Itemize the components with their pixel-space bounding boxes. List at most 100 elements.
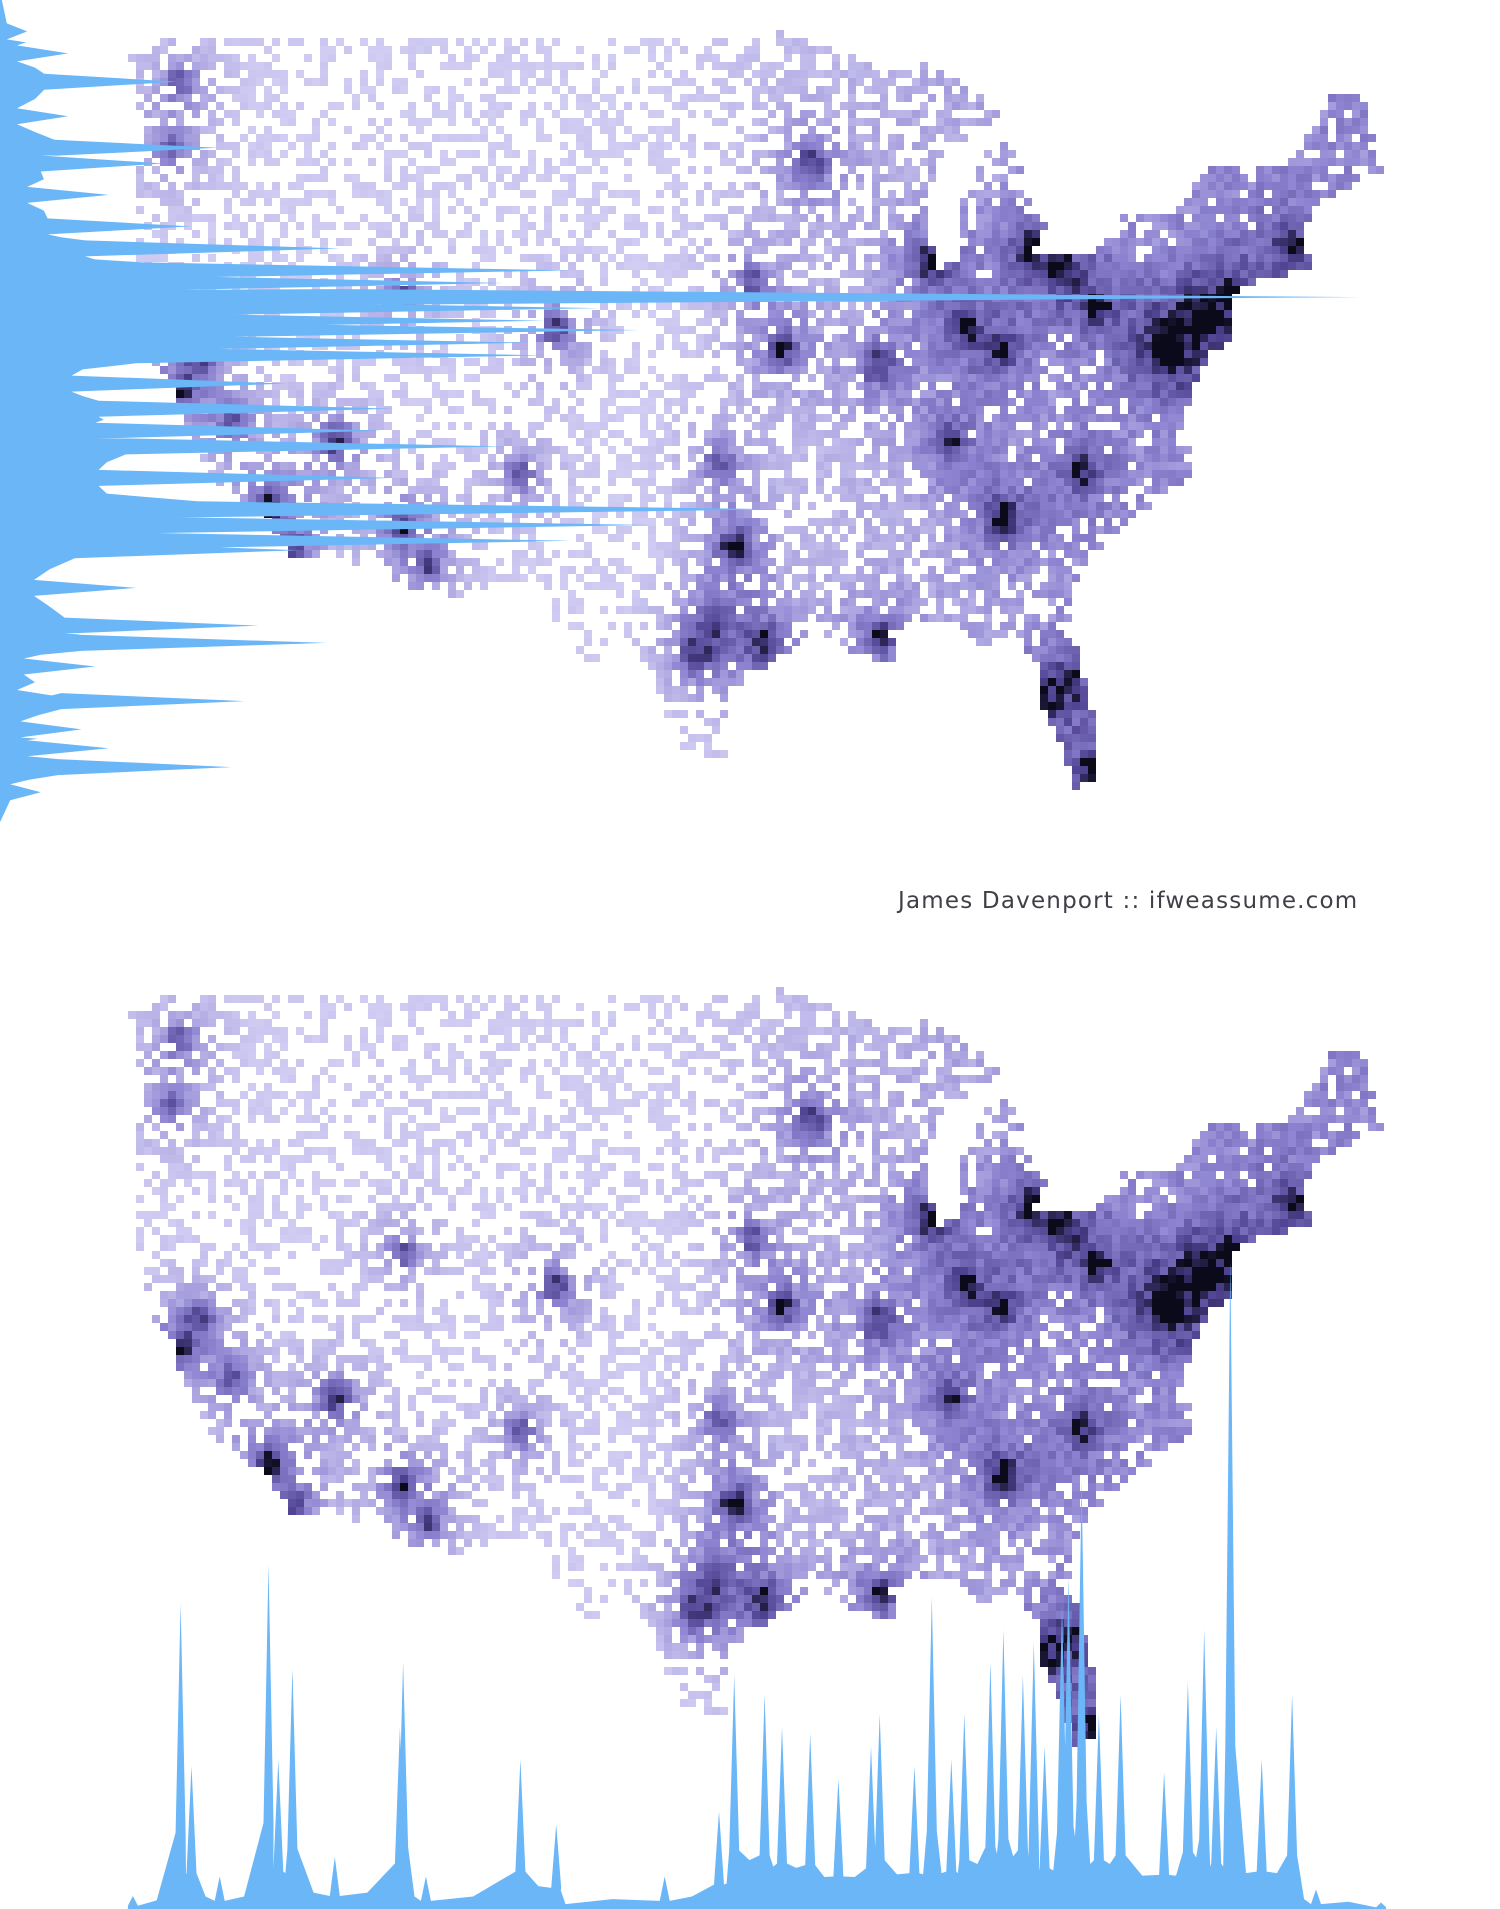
top-map-cell — [848, 446, 856, 454]
top-map-cell — [272, 70, 280, 78]
top-map-cell — [904, 198, 912, 206]
top-map-cell — [1080, 510, 1088, 518]
top-map-cell — [632, 350, 640, 358]
top-map-cell — [1048, 254, 1056, 262]
top-map-cell — [1064, 462, 1072, 470]
top-map-cell — [816, 94, 824, 102]
top-map-cell — [1064, 454, 1072, 462]
top-map-cell — [384, 190, 392, 198]
top-map-cell — [608, 150, 616, 158]
top-map-cell — [1000, 246, 1008, 254]
top-map-cell — [392, 78, 400, 86]
top-map-cell — [1088, 342, 1096, 350]
top-map-cell — [944, 318, 952, 326]
top-map-cell — [560, 286, 568, 294]
top-map-cell — [288, 422, 296, 430]
top-map-cell — [1112, 382, 1120, 390]
top-map-cell — [1128, 422, 1136, 430]
top-map-cell — [904, 398, 912, 406]
top-map-cell — [1072, 526, 1080, 534]
top-map-cell — [1288, 198, 1296, 206]
top-map-cell — [704, 454, 712, 462]
top-map-cell — [912, 166, 920, 174]
top-map-cell — [216, 142, 224, 150]
top-map-cell — [728, 478, 736, 486]
top-map-cell — [352, 142, 360, 150]
top-map-cell — [920, 454, 928, 462]
top-map-cell — [160, 94, 168, 102]
top-map-cell — [808, 534, 816, 542]
top-map-cell — [608, 430, 616, 438]
top-map-cell — [696, 478, 704, 486]
top-map-cell — [840, 446, 848, 454]
top-map-cell — [1016, 214, 1024, 222]
top-map-cell — [760, 414, 768, 422]
top-map-cell — [128, 54, 136, 62]
top-map-cell — [464, 510, 472, 518]
top-map-cell — [1160, 278, 1168, 286]
top-map-cell — [800, 390, 808, 398]
top-map-cell — [1160, 446, 1168, 454]
top-map-cell — [328, 390, 336, 398]
top-map-cell — [776, 214, 784, 222]
top-map-cell — [616, 262, 624, 270]
top-map-cell — [432, 470, 440, 478]
top-map-cell — [880, 254, 888, 262]
top-map-cell — [992, 302, 1000, 310]
top-map-cell — [824, 110, 832, 118]
top-map-cell — [512, 438, 520, 446]
top-map-cell — [864, 334, 872, 342]
top-map-cell — [936, 406, 944, 414]
top-map-cell — [664, 518, 672, 526]
top-map-cell — [1136, 358, 1144, 366]
top-map-cell — [1184, 350, 1192, 358]
top-map-cell — [664, 550, 672, 558]
top-map-cell — [600, 414, 608, 422]
top-map-cell — [992, 478, 1000, 486]
top-map-cell — [1168, 342, 1176, 350]
top-map-cell — [208, 94, 216, 102]
top-map-cell — [1160, 382, 1168, 390]
top-map-cell — [1296, 238, 1304, 246]
top-map-cell — [528, 470, 536, 478]
top-map-cell — [232, 422, 240, 430]
top-map-cell — [240, 78, 248, 86]
top-map-cell — [808, 422, 816, 430]
top-map-cell — [784, 142, 792, 150]
top-map-cell — [384, 46, 392, 54]
top-map-cell — [280, 486, 288, 494]
top-map-cell — [672, 462, 680, 470]
top-map-cell — [1096, 526, 1104, 534]
top-map-cell — [1152, 430, 1160, 438]
top-map-cell — [536, 382, 544, 390]
top-map-cell — [152, 70, 160, 78]
top-map-cell — [320, 174, 328, 182]
top-map-cell — [1144, 326, 1152, 334]
top-map-cell — [1056, 518, 1064, 526]
top-map-cell — [992, 438, 1000, 446]
top-map-cell — [328, 430, 336, 438]
top-map-cell — [760, 462, 768, 470]
top-map-cell — [1104, 366, 1112, 374]
top-map-cell — [1192, 278, 1200, 286]
top-map-cell — [968, 374, 976, 382]
top-map-cell — [1192, 262, 1200, 270]
top-map-cell — [392, 470, 400, 478]
top-map-cell — [1032, 350, 1040, 358]
top-map-cell — [280, 462, 288, 470]
top-map-cell — [736, 70, 744, 78]
top-map-cell — [744, 518, 752, 526]
top-map-cell — [1104, 462, 1112, 470]
top-map-cell — [1104, 438, 1112, 446]
top-map-cell — [552, 302, 560, 310]
top-map-cell — [752, 286, 760, 294]
top-map-cell — [880, 246, 888, 254]
top-map-cell — [1280, 214, 1288, 222]
top-map-cell — [944, 342, 952, 350]
top-map-cell — [224, 86, 232, 94]
top-map-cell — [304, 198, 312, 206]
top-map-cell — [520, 174, 528, 182]
top-map-cell — [560, 246, 568, 254]
top-map-cell — [800, 446, 808, 454]
top-map-cell — [856, 350, 864, 358]
